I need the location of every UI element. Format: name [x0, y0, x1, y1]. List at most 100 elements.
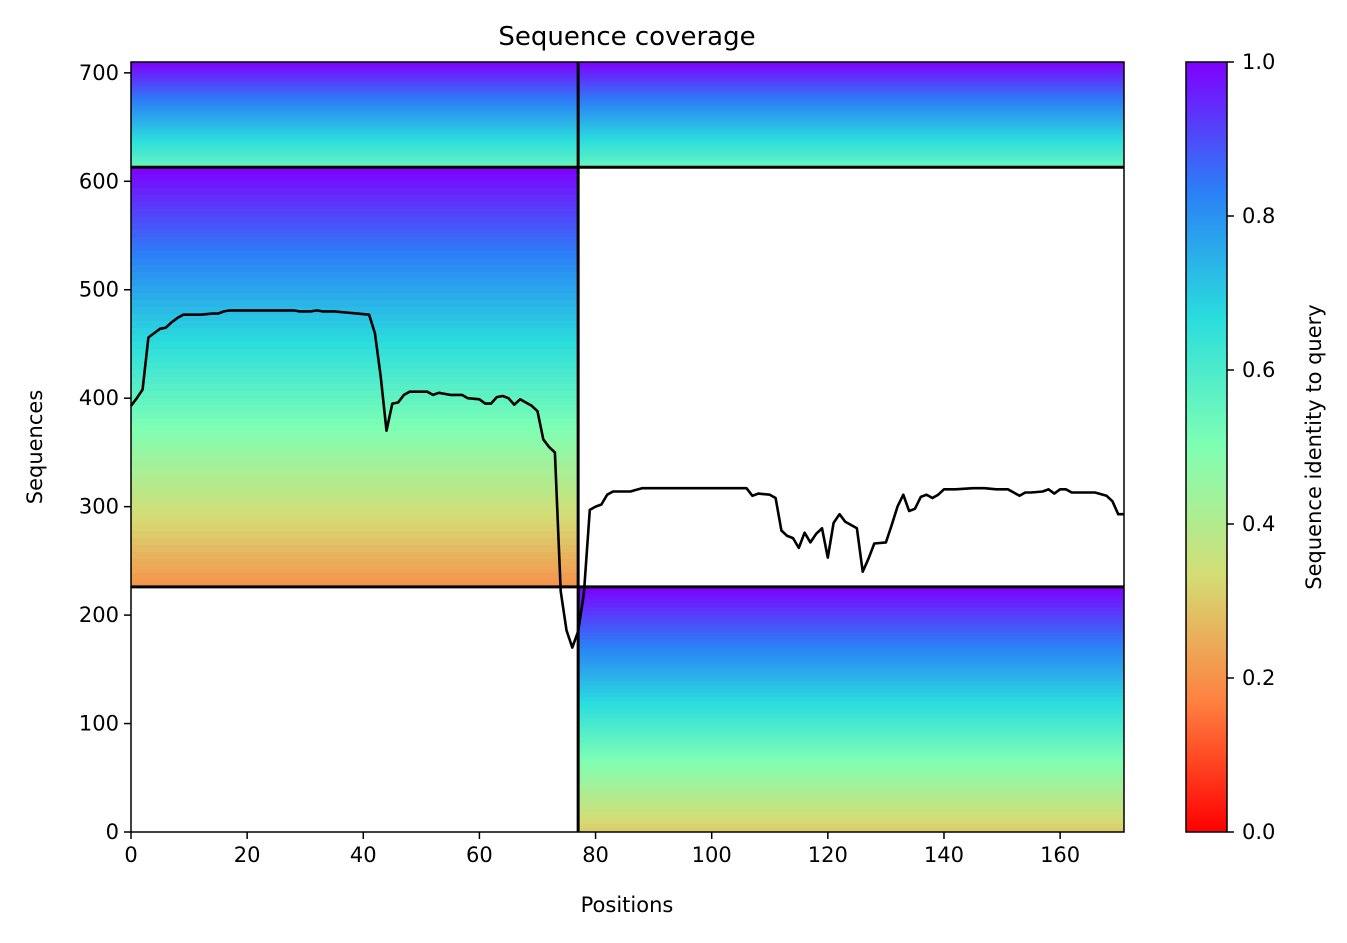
- coverage-strip: [131, 244, 579, 252]
- coverage-strip: [131, 86, 1124, 89]
- coverage-strip: [578, 766, 1124, 772]
- colorbar-tick-label: 0.2: [1242, 666, 1275, 690]
- coverage-strip: [131, 93, 1124, 96]
- coverage-strip: [131, 216, 579, 224]
- coverage-strip: [131, 391, 579, 399]
- colorbar: [1185, 61, 1228, 833]
- coverage-strip: [131, 62, 1124, 65]
- coverage-strip: [131, 342, 579, 350]
- coverage-strip: [131, 572, 579, 581]
- chart-title: Sequence coverage: [498, 22, 755, 52]
- coverage-strip: [131, 88, 1124, 91]
- x-tick-label: 160: [1040, 843, 1080, 867]
- coverage-strip: [131, 412, 579, 420]
- coverage-strip: [131, 121, 1124, 124]
- coverage-strip: [131, 116, 1124, 119]
- coverage-strip: [131, 133, 1124, 137]
- coverage-strip: [131, 363, 579, 371]
- coverage-strip: [578, 742, 1124, 747]
- coverage-strip: [131, 377, 579, 385]
- coverage-strip: [131, 453, 579, 462]
- coverage-strip: [131, 161, 1124, 165]
- coverage-strip: [578, 697, 1124, 702]
- coverage-strip: [578, 599, 1124, 604]
- coverage-strip: [131, 293, 579, 301]
- coverage-strip: [131, 83, 1124, 86]
- coverage-strip: [131, 307, 579, 315]
- coverage-strip: [131, 523, 579, 532]
- coverage-strip: [131, 81, 1124, 84]
- coverage-strip: [131, 67, 1124, 70]
- coverage-strip: [578, 627, 1124, 633]
- coverage-strip: [131, 286, 579, 294]
- coverage-strip: [131, 474, 579, 483]
- coverage-strip: [578, 676, 1124, 682]
- coverage-strip: [578, 689, 1124, 694]
- coverage-strip: [131, 467, 579, 476]
- coverage-strip: [131, 132, 1124, 135]
- coverage-strip: [578, 746, 1124, 751]
- coverage-strip: [578, 705, 1124, 711]
- coverage-strip: [131, 370, 579, 378]
- coverage-strip: [131, 530, 579, 539]
- x-tick-label: 20: [234, 843, 261, 867]
- colorbar-tick-label: 0.4: [1242, 512, 1275, 536]
- coverage-strip: [578, 660, 1124, 666]
- coverage-strip: [131, 125, 1124, 128]
- colorbar-tick-label: 1.0: [1242, 50, 1275, 74]
- coverage-strip: [578, 684, 1124, 690]
- coverage-strip: [578, 811, 1124, 817]
- x-tick-label: 80: [582, 843, 609, 867]
- x-tick-label: 120: [808, 843, 848, 867]
- coverage-strip: [131, 135, 1124, 138]
- coverage-strip: [578, 652, 1124, 657]
- y-tick-label: 600: [79, 169, 119, 193]
- coverage-strip: [578, 644, 1124, 649]
- coverage-strip: [578, 778, 1124, 784]
- coverage-strip: [578, 590, 1124, 596]
- coverage-strip: [578, 815, 1124, 821]
- coverage-strip: [578, 672, 1124, 678]
- coverage-strip: [131, 335, 579, 343]
- coverage-strip: [131, 107, 1124, 110]
- coverage-strip: [578, 693, 1124, 698]
- y-tick-label: 0: [106, 820, 119, 844]
- coverage-strip: [578, 615, 1124, 621]
- y-tick-label: 100: [79, 712, 119, 736]
- coverage-strip: [578, 791, 1124, 796]
- coverage-strip: [578, 635, 1124, 641]
- coverage-strip: [131, 91, 1124, 95]
- coverage-strip: [131, 495, 579, 504]
- coverage-strip: [131, 97, 1124, 100]
- coverage-strip: [131, 63, 1124, 67]
- coverage-strip: [131, 405, 579, 413]
- coverage-strip: [131, 544, 579, 553]
- coverage-strip: [578, 803, 1124, 809]
- coverage-strip: [131, 209, 579, 217]
- coverage-strip: [131, 100, 1124, 103]
- coverage-strip: [131, 109, 1124, 112]
- coverage-block-1: [131, 62, 1124, 168]
- coverage-line-layer: [129, 309, 1124, 649]
- coverage-strip: [578, 750, 1124, 755]
- coverage-strip: [578, 827, 1124, 832]
- coverage-strip: [578, 631, 1124, 637]
- y-tick-label: 500: [79, 278, 119, 302]
- coverage-strip: [131, 356, 579, 364]
- coverage-strip: [131, 128, 1124, 131]
- coverage-strip: [131, 111, 1124, 114]
- y-tick-label: 200: [79, 603, 119, 627]
- coverage-strip: [131, 154, 1124, 158]
- coverage-strip: [131, 70, 1124, 74]
- coverage-strip: [578, 729, 1124, 735]
- coverage-strip: [131, 237, 579, 245]
- coverage-strip: [578, 668, 1124, 674]
- coverage-strip: [578, 680, 1124, 686]
- coverage-strip: [131, 202, 579, 210]
- coverage-strip: [578, 770, 1124, 776]
- coverage-strip: [131, 140, 1124, 144]
- coverage-strip: [131, 279, 579, 287]
- coverage-strip: [578, 611, 1124, 617]
- coverage-strip: [131, 74, 1124, 77]
- coverage-strip: [578, 782, 1124, 788]
